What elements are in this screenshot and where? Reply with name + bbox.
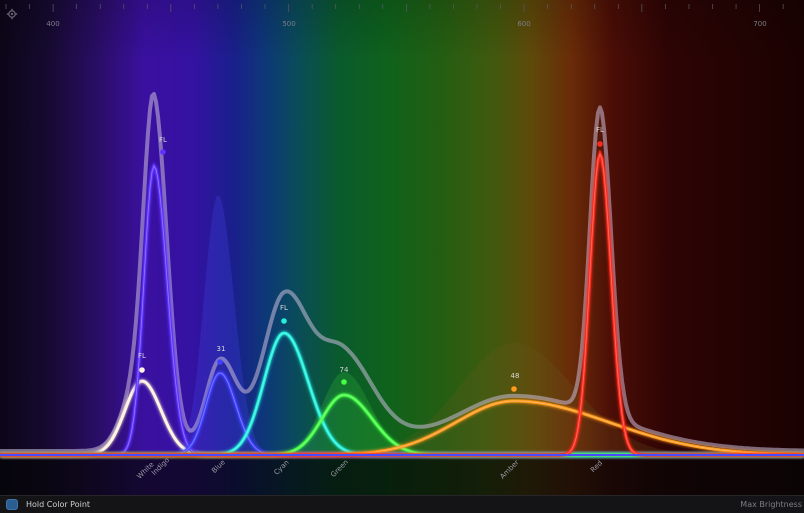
wavelength-label-600: 600: [517, 20, 530, 28]
level-marker-red[interactable]: [597, 141, 603, 147]
ghost-fill: [0, 195, 804, 455]
label-strip: [0, 456, 804, 495]
channel-ghost-fills: [0, 195, 804, 455]
channel-level-markers: [139, 141, 603, 392]
level-label-white: FL: [138, 352, 146, 360]
level-label-amber: 48: [511, 372, 520, 380]
total-spectrum-curve: [0, 92, 804, 453]
hold-color-point-toggle[interactable]: [6, 499, 18, 510]
level-label-cyan: FL: [280, 304, 288, 312]
level-label-green: 74: [340, 366, 349, 374]
bottom-bar: Hold Color Point Max Brightness: [0, 495, 804, 513]
level-label-blue: 31: [217, 345, 226, 353]
level-marker-white[interactable]: [139, 367, 145, 373]
wavelength-label-500: 500: [282, 20, 295, 28]
level-marker-blue[interactable]: [217, 359, 223, 365]
wavelength-tick-marks: [5, 4, 784, 12]
level-marker-cyan[interactable]: [281, 318, 287, 324]
wavelength-label-400: 400: [46, 20, 59, 28]
level-marker-indigo[interactable]: [160, 149, 166, 155]
level-marker-amber[interactable]: [511, 386, 517, 392]
level-label-red: FL: [596, 126, 604, 134]
level-marker-green[interactable]: [341, 379, 347, 385]
hold-color-point-label[interactable]: Hold Color Point: [26, 500, 91, 509]
ghost-fill: [0, 343, 804, 455]
max-brightness-label[interactable]: Max Brightness: [740, 500, 802, 509]
level-label-indigo: FL: [159, 136, 167, 144]
wavelength-label-700: 700: [753, 20, 766, 28]
spectrum-background: [0, 0, 804, 456]
settings-gear-icon[interactable]: [6, 8, 18, 20]
